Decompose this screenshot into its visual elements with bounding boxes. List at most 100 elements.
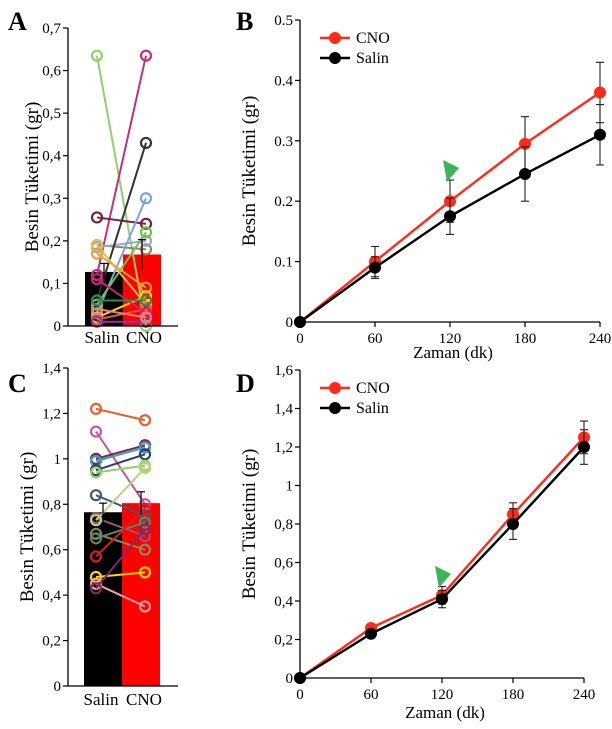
panel-c-point-salin (89, 527, 103, 540)
panel-a-pair-line (96, 244, 147, 306)
panel-c-chart: 0 0,2 0,4 0,6 0,8 1 1,2 1,4 Salin CNO Besin Tüketi… (17, 361, 178, 709)
panel-a-point-salin (90, 294, 104, 307)
panel-b-legend-label-salin: Salin (356, 50, 389, 67)
panel-a-ytick-label: 0,1 (42, 276, 61, 292)
panel-c-point-cno (138, 441, 152, 454)
panel-c-category-salin: Salin (84, 690, 119, 709)
panel-d-legend-label-cno: CNO (356, 380, 390, 397)
panel-a-ytick-label: 0,7 (42, 21, 61, 37)
panel-d-arrow-marker (435, 565, 451, 588)
panel-c-ylabel: Besin Tüketimi (gr) (17, 452, 38, 603)
panel-c-bar-salin (84, 512, 122, 686)
panel-b-ytick-label: 0.3 (274, 134, 293, 150)
panel-a-ylabel: Besin Tüketimi (gr) (22, 102, 43, 253)
panel-b-salin-point (594, 128, 606, 141)
panel-a-point-salin (90, 273, 104, 286)
panel-b-cno-point (594, 86, 606, 99)
panel-c-point-salin (89, 532, 103, 545)
panel-c-point-cno (138, 509, 152, 522)
panel-a-ytick-label: 0,5 (42, 106, 61, 122)
panel-b-ytick-label: 0.1 (274, 255, 293, 271)
panel-c-pair-line (95, 467, 146, 521)
panel-c-point-salin (89, 425, 103, 438)
panel-d-ytick-label: 0,4 (274, 594, 293, 610)
panel-c-point-cno (138, 502, 152, 515)
panel-b-legend-marker-cno (329, 32, 341, 44)
panel-letter-c: C (8, 369, 27, 398)
panel-d-salin-line (299, 446, 585, 680)
panel-b-xlabel: Zaman (dk) (413, 343, 493, 362)
panel-c-ytick-label: 1,2 (42, 406, 61, 422)
panel-c-point-cno (138, 566, 152, 579)
panel-c-pair-line (95, 521, 146, 540)
panel-b-legend-marker-salin (329, 52, 341, 64)
panel-b-xtick-label: 60 (368, 331, 383, 347)
panel-d-salin-point (294, 672, 306, 684)
panel-d-salin-point (578, 441, 590, 453)
panel-a-ytick-label: 0 (54, 319, 62, 335)
panel-d-chart: 0 0,2 0,4 0,6 0,8 1 1,2 1,4 1,6 0 60 120 180 240 CNO Sa… (239, 363, 595, 722)
panel-d-ytick-label: 1,6 (274, 363, 293, 379)
panel-a-ytick-label: 0,6 (42, 64, 61, 80)
panel-c-point-cno (138, 414, 152, 427)
panel-b-salin-point (519, 168, 531, 181)
panel-c-pair-line (95, 582, 146, 608)
panel-letter-b: B (236, 7, 253, 36)
panel-b-ytick-label: 0.4 (274, 73, 293, 89)
panel-c-point-cno (138, 516, 152, 529)
panel-letter-d: D (236, 369, 255, 398)
panel-c-pair-line (95, 444, 146, 460)
panel-b-xtick-label: 0 (296, 331, 304, 347)
panel-c-point-cno (138, 543, 152, 556)
panel-a-point-salin (90, 302, 104, 316)
panel-a-point-cno (139, 307, 153, 320)
panel-c-ytick-label: 1 (54, 452, 62, 468)
panel-c-ytick-label: 0 (54, 679, 62, 695)
panel-d-ytick-label: 0,2 (274, 633, 293, 649)
panel-d-cno-line (299, 436, 585, 679)
panel-a-pair-line (96, 307, 147, 319)
panel-d-xtick-label: 240 (573, 687, 596, 703)
panel-a-point-salin (90, 211, 104, 224)
panel-a-point-cno (139, 294, 153, 307)
panel-b-salin-point (294, 316, 306, 328)
panel-c-pair-line (95, 516, 146, 538)
panel-a-point-salin (90, 247, 104, 260)
panel-a-pair-line (96, 252, 147, 289)
panel-b-salin-point (369, 261, 381, 274)
panel-d-ytick-label: 0,6 (274, 556, 293, 572)
panel-b-ylabel: Besin Tüketimi (gr) (239, 96, 260, 247)
panel-a-point-salin (90, 307, 104, 320)
panel-a-ytick-label: 0,3 (42, 191, 61, 207)
panel-d-legend-label-salin: Salin (356, 400, 389, 417)
panel-c-point-cno (138, 600, 152, 613)
panel-c-point-salin (89, 570, 103, 584)
panel-c-pair-line (95, 431, 146, 505)
panel-c-pair-line (95, 528, 146, 589)
panel-c-point-cno (138, 448, 152, 461)
panel-a-point-cno (139, 192, 153, 205)
panel-c-ytick-label: 0,6 (42, 543, 61, 559)
panel-c-pair-line (95, 494, 146, 517)
panel-c-ytick-label: 0,8 (42, 497, 61, 513)
panel-b-xtick-label: 180 (514, 331, 537, 347)
panel-d-legend-marker-cno (329, 382, 341, 394)
panel-a-point-salin (90, 239, 104, 252)
panel-a-pair-line (96, 142, 147, 301)
panel-d-salin-point (365, 627, 377, 640)
panel-d-xtick-label: 0 (296, 687, 304, 703)
panel-d-xlabel: Zaman (dk) (405, 703, 485, 722)
panel-c-ytick-label: 0,2 (42, 634, 61, 650)
panel-c-pair-line (95, 464, 146, 474)
panel-letter-a: A (8, 7, 27, 36)
panel-a-point-cno (139, 311, 153, 324)
panel-c-point-salin (89, 402, 103, 415)
panel-a-category-salin: Salin (85, 328, 120, 347)
panel-d-xtick-label: 180 (502, 687, 525, 703)
panel-c-category-cno: CNO (126, 690, 162, 709)
panel-a-pair-line (96, 239, 147, 249)
panel-d-ytick-label: 0,8 (274, 517, 293, 533)
panel-c-point-cno (138, 523, 152, 536)
panel-d-ytick-label: 1 (286, 479, 294, 495)
